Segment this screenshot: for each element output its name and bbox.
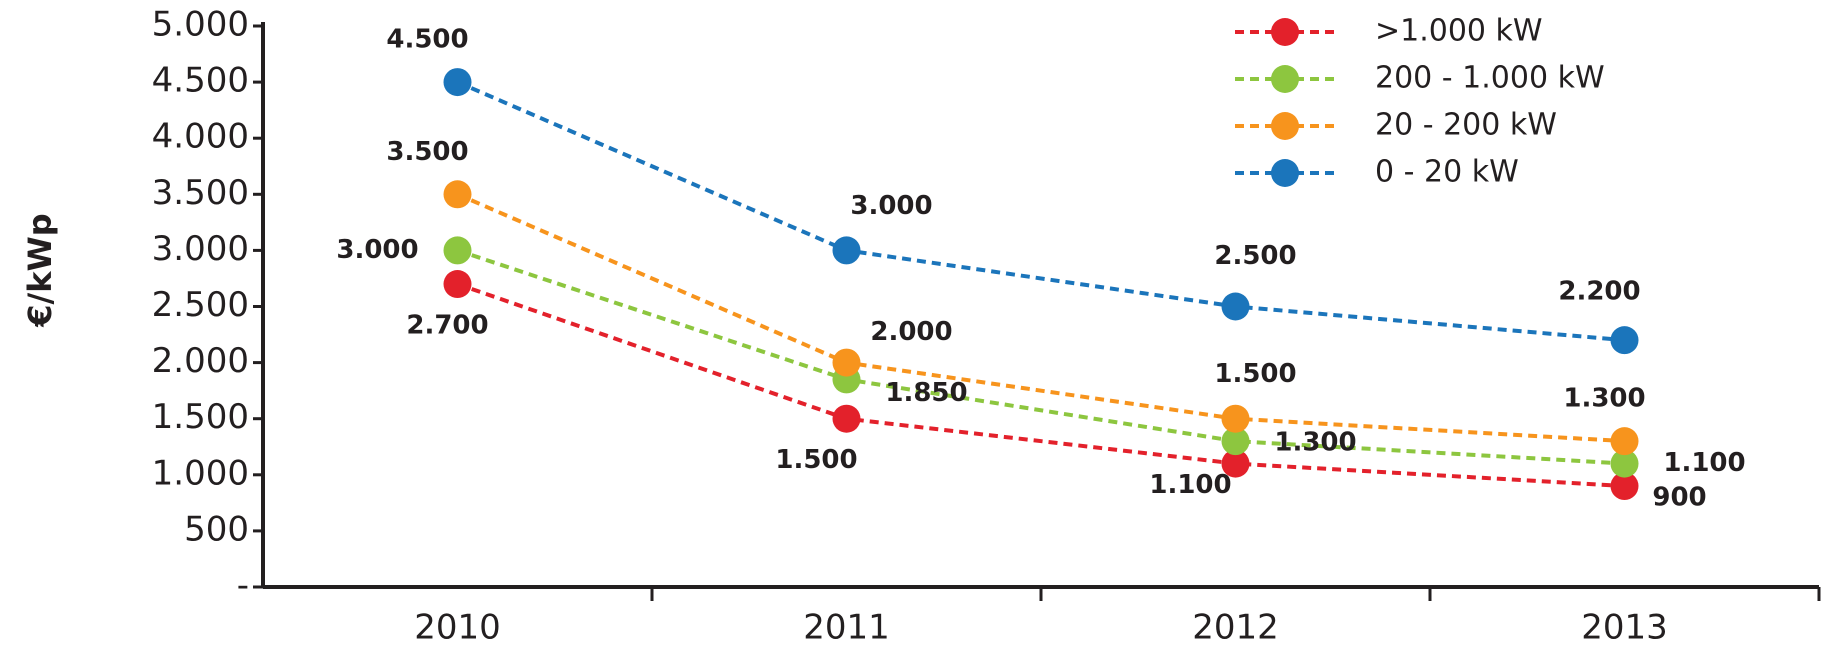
legend-marker [1271,159,1299,187]
data-point [443,236,472,265]
data-label: 2.000 [870,317,952,347]
data-label: 3.500 [386,137,468,167]
data-label: 900 [1652,483,1706,513]
x-tick-label: 2011 [803,608,890,648]
data-point [832,404,861,433]
series-line [456,192,1625,444]
data-point [1221,292,1250,321]
data-point [1610,449,1639,478]
y-tick-label: 1.500 [152,397,249,437]
data-label: 1.500 [775,445,857,475]
legend-label: >1.000 kW [1375,14,1543,49]
data-point [1221,427,1250,456]
data-point [1221,449,1250,478]
legend-label: 20 - 200 kW [1375,108,1557,143]
data-label: 2.500 [1214,241,1296,271]
y-tick-label: 4.500 [152,61,249,101]
series-line [456,282,1625,489]
y-tick-label: 500 [184,509,249,549]
data-label: 1.500 [1214,359,1296,389]
x-tick-label: 2013 [1581,608,1668,648]
data-label: 3.000 [850,191,932,221]
data-point [1610,427,1639,456]
series-line [456,80,1625,343]
y-tick-label: 5.000 [152,5,249,45]
series-line [456,248,1625,466]
legend-marker [1271,18,1299,46]
data-point [443,270,472,299]
data-label: 1.300 [1563,384,1645,414]
y-tick-label: 2.500 [152,285,249,325]
data-label: 1.850 [885,378,967,408]
y-tick-label: 1.000 [152,453,249,493]
legend-marker [1271,112,1299,140]
data-point [1221,404,1250,433]
data-label: 4.500 [386,25,468,55]
data-point [1610,326,1639,355]
y-tick-label: - [237,566,249,606]
data-label: 2.700 [406,311,488,341]
x-tick-label: 2012 [1192,608,1279,648]
legend-label: 0 - 20 kW [1375,155,1519,190]
data-point [832,236,861,265]
data-point [1610,472,1639,501]
legend-label: 200 - 1.000 kW [1375,61,1605,96]
data-label: 3.000 [336,235,418,265]
y-tick-label: 4.000 [152,117,249,157]
data-label: 1.300 [1274,428,1356,458]
y-tick-label: 3.500 [152,173,249,213]
data-label: 1.100 [1149,470,1231,500]
data-point [443,180,472,209]
data-point [443,68,472,97]
x-tick-label: 2010 [414,608,501,648]
legend-marker [1271,65,1299,93]
y-tick-label: 3.000 [152,229,249,269]
data-label: 1.100 [1663,448,1745,478]
data-label: 2.200 [1558,277,1640,307]
y-tick-label: 2.000 [152,341,249,381]
data-point [832,348,861,377]
y-axis-label: €/kWp [21,213,59,327]
